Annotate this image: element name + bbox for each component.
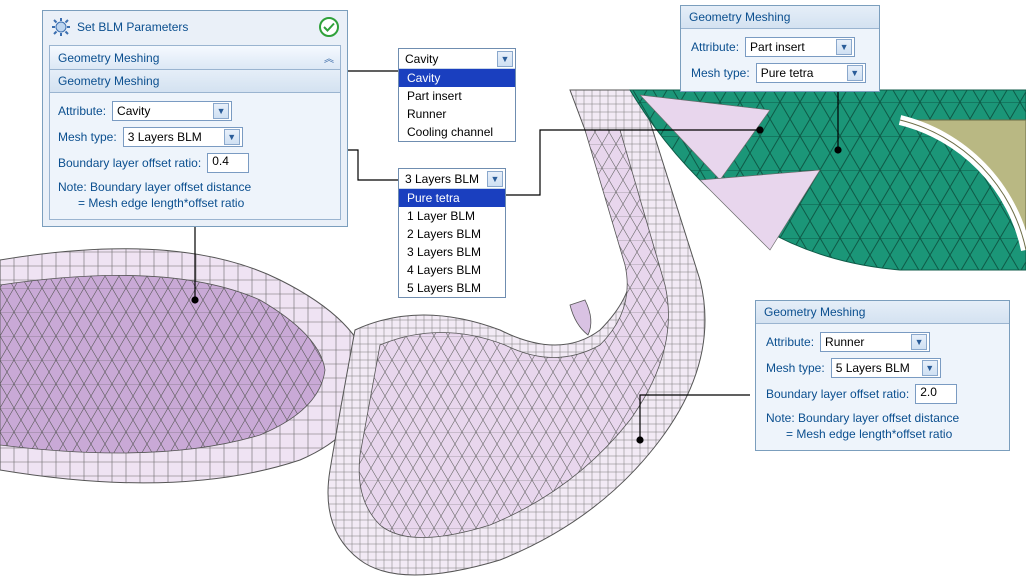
dropdown-item-partinsert[interactable]: Part insert xyxy=(399,87,515,105)
note-line1: Note: Boundary layer offset distance xyxy=(58,180,251,194)
dropdown-item-2layers[interactable]: 2 Layers BLM xyxy=(399,225,505,243)
dropdown-item-cooling[interactable]: Cooling channel xyxy=(399,123,515,141)
note-text: Note: Boundary layer offset distance = M… xyxy=(766,410,999,442)
note-text: Note: Boundary layer offset distance = M… xyxy=(58,179,332,211)
dropdown-item-5layers[interactable]: 5 Layers BLM xyxy=(399,279,505,297)
panel-header: Geometry Meshing xyxy=(681,6,879,29)
dropdown-item-cavity[interactable]: Cavity xyxy=(399,69,515,87)
panel-header: Geometry Meshing xyxy=(756,301,1009,324)
section-sub-label: Geometry Meshing xyxy=(58,74,159,88)
section-subheader: Geometry Meshing xyxy=(49,70,341,93)
meshtype-dropdown[interactable]: 3 Layers BLM ▼ Pure tetra 1 Layer BLM 2 … xyxy=(398,168,506,298)
chevron-down-icon: ▼ xyxy=(497,51,513,67)
dropdown-head[interactable]: Cavity ▼ xyxy=(399,49,515,69)
attribute-select[interactable]: Runner ▼ xyxy=(820,332,930,352)
chevron-down-icon: ▼ xyxy=(836,39,852,55)
dropdown-item-1layer[interactable]: 1 Layer BLM xyxy=(399,207,505,225)
dropdown-item-puretetra[interactable]: Pure tetra xyxy=(399,189,505,207)
attribute-label: Attribute: xyxy=(691,40,739,54)
chevron-down-icon: ▼ xyxy=(213,103,229,119)
chevron-down-icon: ▼ xyxy=(911,334,927,350)
panel-title: Set BLM Parameters xyxy=(77,20,188,34)
meshtype-value: 5 Layers BLM xyxy=(836,361,910,375)
offset-label: Boundary layer offset ratio: xyxy=(58,156,201,170)
chevron-down-icon: ▼ xyxy=(224,129,240,145)
offset-input[interactable]: 0.4 xyxy=(207,153,249,173)
attribute-select[interactable]: Cavity ▼ xyxy=(112,101,232,121)
check-icon[interactable] xyxy=(319,17,339,37)
note-line1: Note: Boundary layer offset distance xyxy=(766,411,959,425)
gear-icon xyxy=(51,17,71,37)
blm-parameters-panel: Set BLM Parameters Geometry Meshing ︽ Ge… xyxy=(42,10,348,227)
attribute-dropdown[interactable]: Cavity ▼ Cavity Part insert Runner Cooli… xyxy=(398,48,516,142)
attribute-select[interactable]: Part insert ▼ xyxy=(745,37,855,57)
offset-input[interactable]: 2.0 xyxy=(915,384,957,404)
attribute-value: Runner xyxy=(825,335,864,349)
collapse-icon: ︽ xyxy=(324,50,332,65)
attribute-value: Part insert xyxy=(750,40,805,54)
attribute-label: Attribute: xyxy=(58,104,106,118)
dropdown-head-value: 3 Layers BLM xyxy=(405,172,479,186)
attribute-select-value: Cavity xyxy=(117,104,150,118)
meshtype-label: Mesh type: xyxy=(691,66,750,80)
attribute-label: Attribute: xyxy=(766,335,814,349)
meshtype-label: Mesh type: xyxy=(766,361,825,375)
offset-label: Boundary layer offset ratio: xyxy=(766,387,909,401)
chevron-down-icon: ▼ xyxy=(847,65,863,81)
partinsert-panel: Geometry Meshing Attribute: Part insert … xyxy=(680,5,880,92)
dropdown-head-value: Cavity xyxy=(405,52,438,66)
meshtype-value: Pure tetra xyxy=(761,66,814,80)
dropdown-item-runner[interactable]: Runner xyxy=(399,105,515,123)
note-line2: = Mesh edge length*offset ratio xyxy=(78,196,244,210)
runner-region xyxy=(328,90,705,575)
meshtype-label: Mesh type: xyxy=(58,130,117,144)
part-insert-region xyxy=(630,90,1026,270)
section-header-label: Geometry Meshing xyxy=(58,51,159,65)
chevron-down-icon: ▼ xyxy=(922,360,938,376)
meshtype-select-value: 3 Layers BLM xyxy=(128,130,202,144)
runner-panel: Geometry Meshing Attribute: Runner ▼ Mes… xyxy=(755,300,1010,451)
section-header[interactable]: Geometry Meshing ︽ xyxy=(49,45,341,70)
panel-body: Attribute: Cavity ▼ Mesh type: 3 Layers … xyxy=(49,93,341,220)
meshtype-select[interactable]: 5 Layers BLM ▼ xyxy=(831,358,941,378)
chevron-down-icon: ▼ xyxy=(487,171,503,187)
dropdown-head[interactable]: 3 Layers BLM ▼ xyxy=(399,169,505,189)
meshtype-select[interactable]: 3 Layers BLM ▼ xyxy=(123,127,243,147)
note-line2: = Mesh edge length*offset ratio xyxy=(786,427,952,441)
dropdown-item-4layers[interactable]: 4 Layers BLM xyxy=(399,261,505,279)
meshtype-select[interactable]: Pure tetra ▼ xyxy=(756,63,866,83)
dropdown-item-3layers[interactable]: 3 Layers BLM xyxy=(399,243,505,261)
cavity-region xyxy=(0,249,370,483)
